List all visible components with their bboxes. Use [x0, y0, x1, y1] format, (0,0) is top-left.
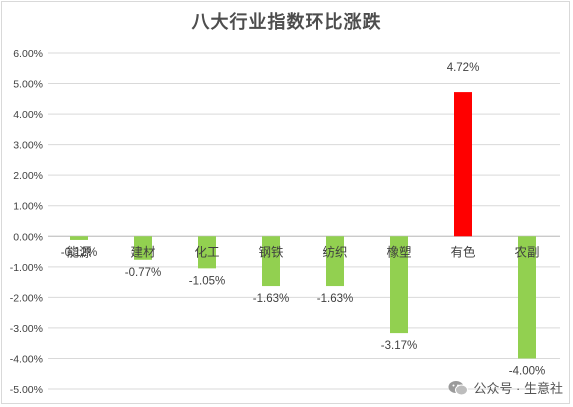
- watermark-text: 公众号 · 生意社: [473, 381, 563, 396]
- category-label: 建材: [130, 244, 155, 259]
- data-label: -3.17%: [381, 340, 417, 352]
- y-tick-label: -3.00%: [10, 323, 43, 335]
- data-label: -0.12%: [61, 247, 97, 259]
- y-tick-label: 5.00%: [13, 79, 43, 91]
- data-label: -1.63%: [253, 293, 289, 305]
- category-label: 能源: [66, 244, 92, 259]
- category-label: 有色: [450, 244, 476, 259]
- category-label: 钢铁: [258, 244, 284, 259]
- bar: [262, 236, 280, 287]
- bar: [326, 236, 344, 287]
- bar: [390, 236, 408, 334]
- data-label: 4.72%: [447, 62, 480, 74]
- y-tick-label: -2.00%: [10, 292, 43, 304]
- y-tick-label: -5.00%: [10, 384, 43, 396]
- bar: [198, 236, 216, 269]
- bar: [134, 236, 152, 260]
- y-tick-label: 6.00%: [13, 48, 43, 60]
- data-label: -4.00%: [509, 365, 545, 377]
- y-tick-label: 0.00%: [13, 231, 43, 243]
- category-label: 农副: [514, 244, 539, 259]
- y-tick-label: 3.00%: [13, 140, 43, 152]
- bar: [518, 236, 536, 359]
- y-tick-label: 2.00%: [13, 170, 43, 182]
- wechat-icon: [448, 380, 469, 396]
- chart-title: 八大行业指数环比涨跌: [191, 12, 382, 33]
- y-tick-label: 1.00%: [13, 201, 43, 213]
- category-label: 纺织: [322, 244, 347, 259]
- bar: [70, 236, 88, 240]
- y-tick-label: -1.00%: [10, 262, 43, 274]
- data-label: -1.63%: [317, 293, 353, 305]
- bar: [454, 92, 472, 237]
- y-tick-label: -4.00%: [10, 353, 43, 365]
- data-label: -1.05%: [189, 275, 225, 287]
- data-label: -0.77%: [125, 267, 161, 279]
- y-tick-label: 4.00%: [13, 109, 43, 121]
- category-label: 化工: [194, 244, 219, 259]
- watermark: 公众号 · 生意社: [448, 378, 563, 397]
- category-label: 橡塑: [386, 244, 411, 259]
